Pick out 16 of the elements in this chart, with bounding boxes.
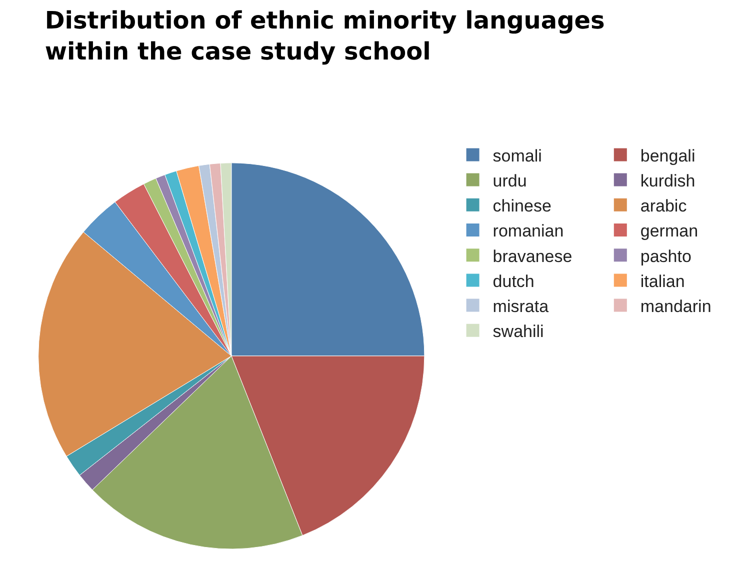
legend-label: somali	[492, 146, 542, 166]
legend-label: dutch	[492, 272, 534, 291]
legend-label: german	[640, 222, 698, 241]
legend-label: mandarin	[640, 296, 712, 316]
legend-label: chinese	[492, 196, 552, 216]
legend-label: swahili	[492, 322, 544, 342]
legend-label: misrata	[492, 296, 550, 316]
legend-label: romanian	[492, 222, 564, 241]
legend-label: urdu	[492, 171, 527, 190]
legend-label: bengali	[640, 146, 696, 166]
legend-label: arabic	[640, 196, 688, 216]
chart-title: Distribution of ethnic minority languages within the case study school	[44, 6, 605, 66]
legend-label: italian	[640, 272, 685, 291]
legend-label: bravanese	[492, 246, 572, 266]
legend-label: kurdish	[640, 171, 696, 190]
legend-label: pashto	[640, 246, 692, 266]
